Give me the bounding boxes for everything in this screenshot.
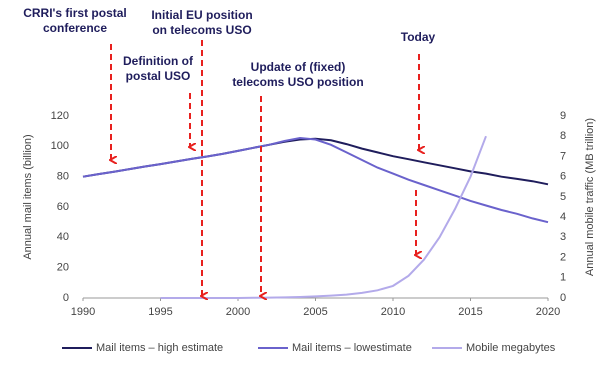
annotation: Initial EU position [151, 8, 252, 22]
series-line [82, 137, 549, 186]
x-tick-label: 2005 [303, 306, 327, 318]
y2-tick-label: 2 [560, 251, 566, 263]
y2-tick-label: 3 [560, 231, 566, 243]
annotation: Today [401, 30, 436, 44]
y-axis-label: Annual mail items (billion) [22, 134, 34, 259]
y-tick-label: 40 [57, 231, 69, 243]
annotation: CRRI's first postal [23, 6, 127, 20]
y2-tick-label: 5 [560, 191, 566, 203]
x-tick-label: 2020 [536, 306, 560, 318]
y2-tick-label: 7 [560, 150, 566, 162]
y-tick-label: 100 [51, 140, 69, 152]
y-tick-label: 60 [57, 201, 69, 213]
y-tick-label: 0 [63, 292, 69, 304]
legend-label: Mail items – high estimate [96, 342, 223, 354]
x-tick-label: 1990 [71, 306, 95, 318]
y-tick-label: 120 [51, 110, 69, 122]
y-tick-label: 80 [57, 171, 69, 183]
legend-label: Mobile megabytes [466, 342, 556, 354]
annotation: conference [43, 21, 107, 35]
y-tick-label: 20 [57, 262, 69, 274]
x-tick-label: 2000 [226, 306, 250, 318]
y2-tick-label: 4 [560, 211, 566, 223]
x-tick-label: 1995 [148, 306, 172, 318]
x-tick-label: 2010 [381, 306, 405, 318]
annotation: postal USO [126, 69, 191, 83]
series-line [160, 135, 487, 299]
y2-tick-label: 9 [560, 110, 566, 122]
series-line [82, 136, 549, 224]
legend-label: Mail items – lowestimate [292, 342, 412, 354]
annotation: on telecoms USO [152, 23, 251, 37]
y2-tick-label: 8 [560, 130, 566, 142]
y2-tick-label: 6 [560, 171, 566, 183]
annotation: Update of (fixed) [251, 60, 346, 74]
y2-tick-label: 0 [560, 292, 566, 304]
y2-tick-label: 1 [560, 272, 566, 284]
y2-axis-label: Annual mobile traffic (MB trillion) [584, 118, 596, 276]
annotation: telecoms USO position [232, 75, 363, 89]
annotation: Definition of [123, 54, 194, 68]
x-tick-label: 2015 [458, 306, 482, 318]
